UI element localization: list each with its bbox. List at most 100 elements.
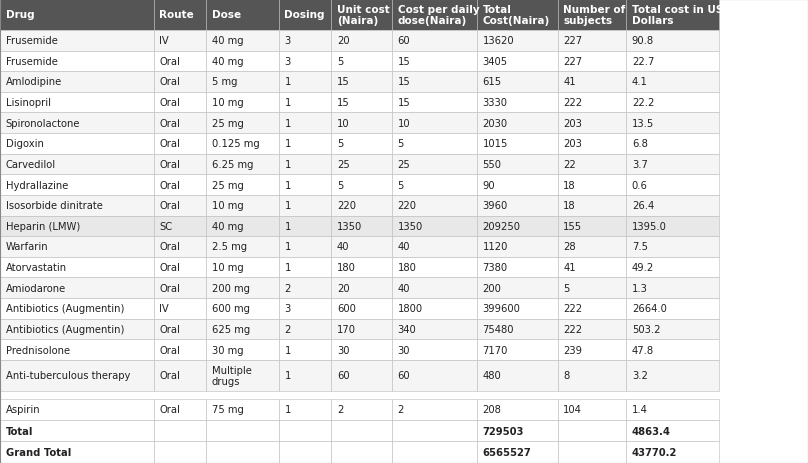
- Text: 3.7: 3.7: [632, 160, 648, 169]
- Text: 22.7: 22.7: [632, 57, 654, 67]
- Bar: [392, 72, 477, 93]
- Bar: [154, 257, 206, 278]
- Bar: [331, 420, 392, 441]
- Bar: [154, 154, 206, 175]
- Text: 1.4: 1.4: [632, 405, 648, 414]
- Text: 25: 25: [337, 160, 350, 169]
- Bar: [477, 51, 558, 72]
- Text: Oral: Oral: [159, 180, 180, 190]
- Text: 5: 5: [337, 57, 343, 67]
- Bar: [392, 93, 477, 113]
- Text: 1120: 1120: [482, 242, 507, 252]
- Bar: [206, 420, 279, 441]
- Bar: [279, 298, 331, 319]
- Bar: [331, 72, 392, 93]
- Text: 2: 2: [284, 283, 291, 293]
- Bar: [279, 175, 331, 195]
- Text: 41: 41: [563, 263, 576, 273]
- Bar: [331, 31, 392, 51]
- Text: Isosorbide dinitrate: Isosorbide dinitrate: [6, 201, 103, 211]
- Bar: [626, 441, 719, 463]
- Bar: [558, 216, 626, 237]
- Text: 200 mg: 200 mg: [212, 283, 250, 293]
- Text: Hydrallazine: Hydrallazine: [6, 180, 68, 190]
- Bar: [279, 113, 331, 134]
- Text: 49.2: 49.2: [632, 263, 654, 273]
- Text: 1350: 1350: [337, 221, 362, 232]
- Text: 600 mg: 600 mg: [212, 304, 250, 313]
- Bar: [558, 195, 626, 216]
- Bar: [626, 298, 719, 319]
- Bar: [626, 339, 719, 360]
- Bar: [0, 257, 154, 278]
- Bar: [477, 113, 558, 134]
- Bar: [392, 195, 477, 216]
- Bar: [558, 51, 626, 72]
- Bar: [154, 93, 206, 113]
- Text: 1: 1: [284, 201, 291, 211]
- Text: Cost per daily
dose(Naira): Cost per daily dose(Naira): [398, 5, 479, 26]
- Bar: [477, 93, 558, 113]
- Text: 3.2: 3.2: [632, 370, 648, 381]
- Bar: [558, 420, 626, 441]
- Bar: [206, 216, 279, 237]
- Text: 18: 18: [563, 201, 576, 211]
- Bar: [477, 360, 558, 391]
- Bar: [206, 93, 279, 113]
- Bar: [626, 195, 719, 216]
- Bar: [206, 51, 279, 72]
- Bar: [0, 420, 154, 441]
- Bar: [154, 31, 206, 51]
- Text: 1: 1: [284, 242, 291, 252]
- Bar: [392, 420, 477, 441]
- Text: 222: 222: [563, 324, 583, 334]
- Bar: [558, 113, 626, 134]
- Text: 30: 30: [398, 345, 410, 355]
- Text: 6.8: 6.8: [632, 139, 648, 149]
- Text: 43770.2: 43770.2: [632, 447, 677, 457]
- Bar: [558, 237, 626, 257]
- Bar: [558, 93, 626, 113]
- Text: 3: 3: [284, 57, 291, 67]
- Bar: [558, 257, 626, 278]
- Bar: [331, 399, 392, 420]
- Bar: [392, 319, 477, 339]
- Text: 13620: 13620: [482, 36, 514, 46]
- Text: Number of
subjects: Number of subjects: [563, 5, 625, 26]
- Text: 60: 60: [337, 370, 350, 381]
- Text: 3405: 3405: [482, 57, 507, 67]
- Text: 5: 5: [563, 283, 570, 293]
- Bar: [477, 0, 558, 31]
- Text: 7380: 7380: [482, 263, 507, 273]
- Text: 480: 480: [482, 370, 501, 381]
- Bar: [206, 72, 279, 93]
- Text: 1: 1: [284, 345, 291, 355]
- Bar: [392, 399, 477, 420]
- Text: Oral: Oral: [159, 405, 180, 414]
- Bar: [206, 237, 279, 257]
- Text: 18: 18: [563, 180, 576, 190]
- Text: 615: 615: [482, 77, 502, 88]
- Text: 75480: 75480: [482, 324, 514, 334]
- Bar: [477, 399, 558, 420]
- Bar: [558, 175, 626, 195]
- Bar: [331, 113, 392, 134]
- Text: Anti-tuberculous therapy: Anti-tuberculous therapy: [6, 370, 130, 381]
- Text: 7.5: 7.5: [632, 242, 648, 252]
- Text: 2: 2: [337, 405, 343, 414]
- Text: Lisinopril: Lisinopril: [6, 98, 51, 108]
- Bar: [626, 51, 719, 72]
- Bar: [154, 113, 206, 134]
- Bar: [392, 278, 477, 298]
- Text: IV: IV: [159, 36, 169, 46]
- Text: 41: 41: [563, 77, 576, 88]
- Bar: [392, 134, 477, 154]
- Text: 3330: 3330: [482, 98, 507, 108]
- Bar: [477, 278, 558, 298]
- Text: 28: 28: [563, 242, 576, 252]
- Bar: [154, 0, 206, 31]
- Text: 1: 1: [284, 405, 291, 414]
- Bar: [206, 31, 279, 51]
- Text: 1: 1: [284, 180, 291, 190]
- Bar: [392, 0, 477, 31]
